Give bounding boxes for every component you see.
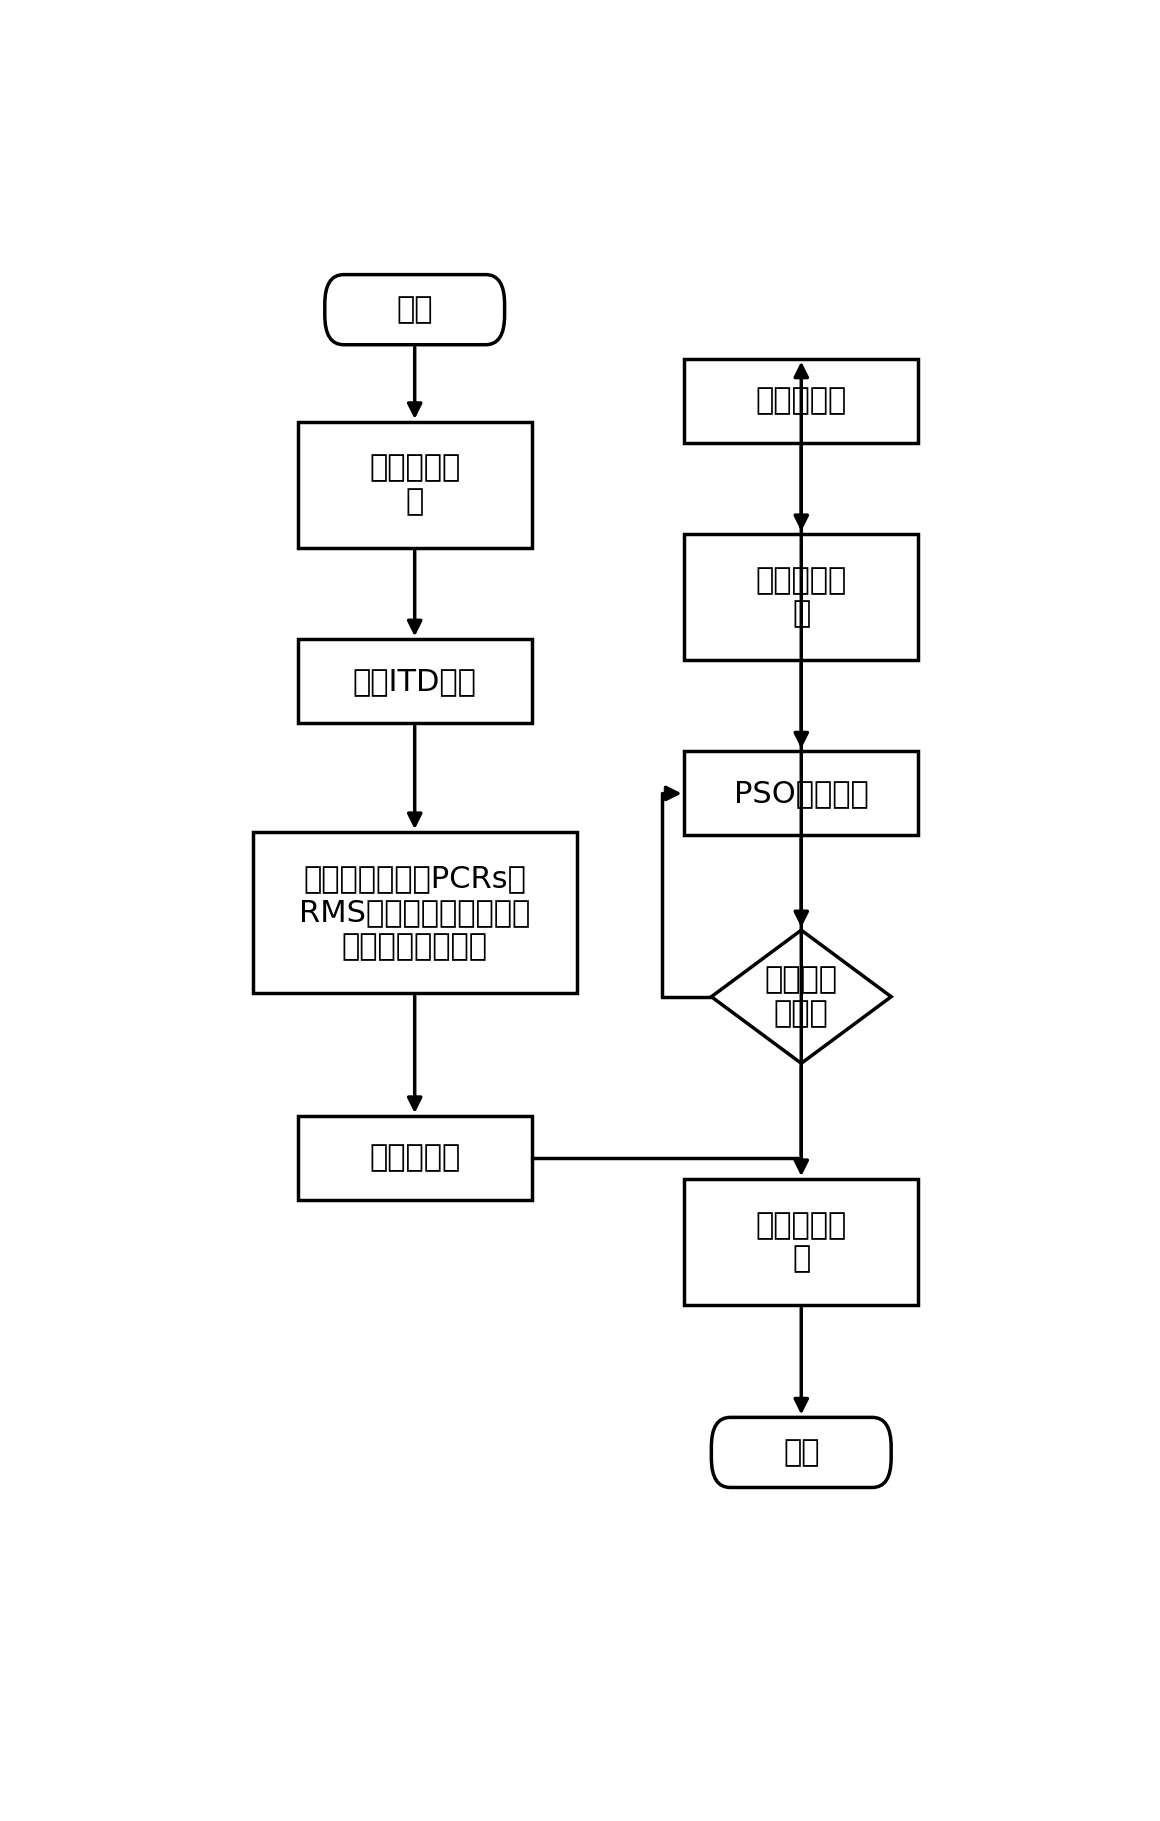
Text: 开始: 开始 — [397, 295, 433, 324]
FancyBboxPatch shape — [711, 1417, 891, 1488]
Text: 数据ITD分解: 数据ITD分解 — [353, 666, 477, 696]
Text: 建立训练模
型: 建立训练模 型 — [755, 566, 847, 628]
Polygon shape — [711, 931, 891, 1063]
Text: 归一化处理: 归一化处理 — [369, 1144, 461, 1173]
Bar — [684, 534, 919, 661]
Text: 模型是否
合格？: 模型是否 合格？ — [764, 965, 838, 1029]
FancyBboxPatch shape — [325, 275, 505, 344]
Text: 确定最终模
型: 确定最终模 型 — [755, 1211, 847, 1273]
Text: 选定核函数: 选定核函数 — [755, 386, 847, 415]
Bar — [298, 422, 531, 548]
Bar — [684, 359, 919, 443]
Bar — [298, 1116, 531, 1200]
Bar — [298, 639, 531, 723]
Text: 计算各旋转分量PCRs的
RMS值，选择合适数据做
成特征向量数据集: 计算各旋转分量PCRs的 RMS值，选择合适数据做 成特征向量数据集 — [299, 865, 530, 961]
Bar — [253, 832, 577, 992]
Text: 电机电流采
集: 电机电流采 集 — [369, 453, 461, 515]
Text: PSO参数优化: PSO参数优化 — [734, 779, 869, 809]
Bar — [684, 752, 919, 836]
Text: 结束: 结束 — [783, 1439, 819, 1468]
Bar — [684, 1178, 919, 1306]
